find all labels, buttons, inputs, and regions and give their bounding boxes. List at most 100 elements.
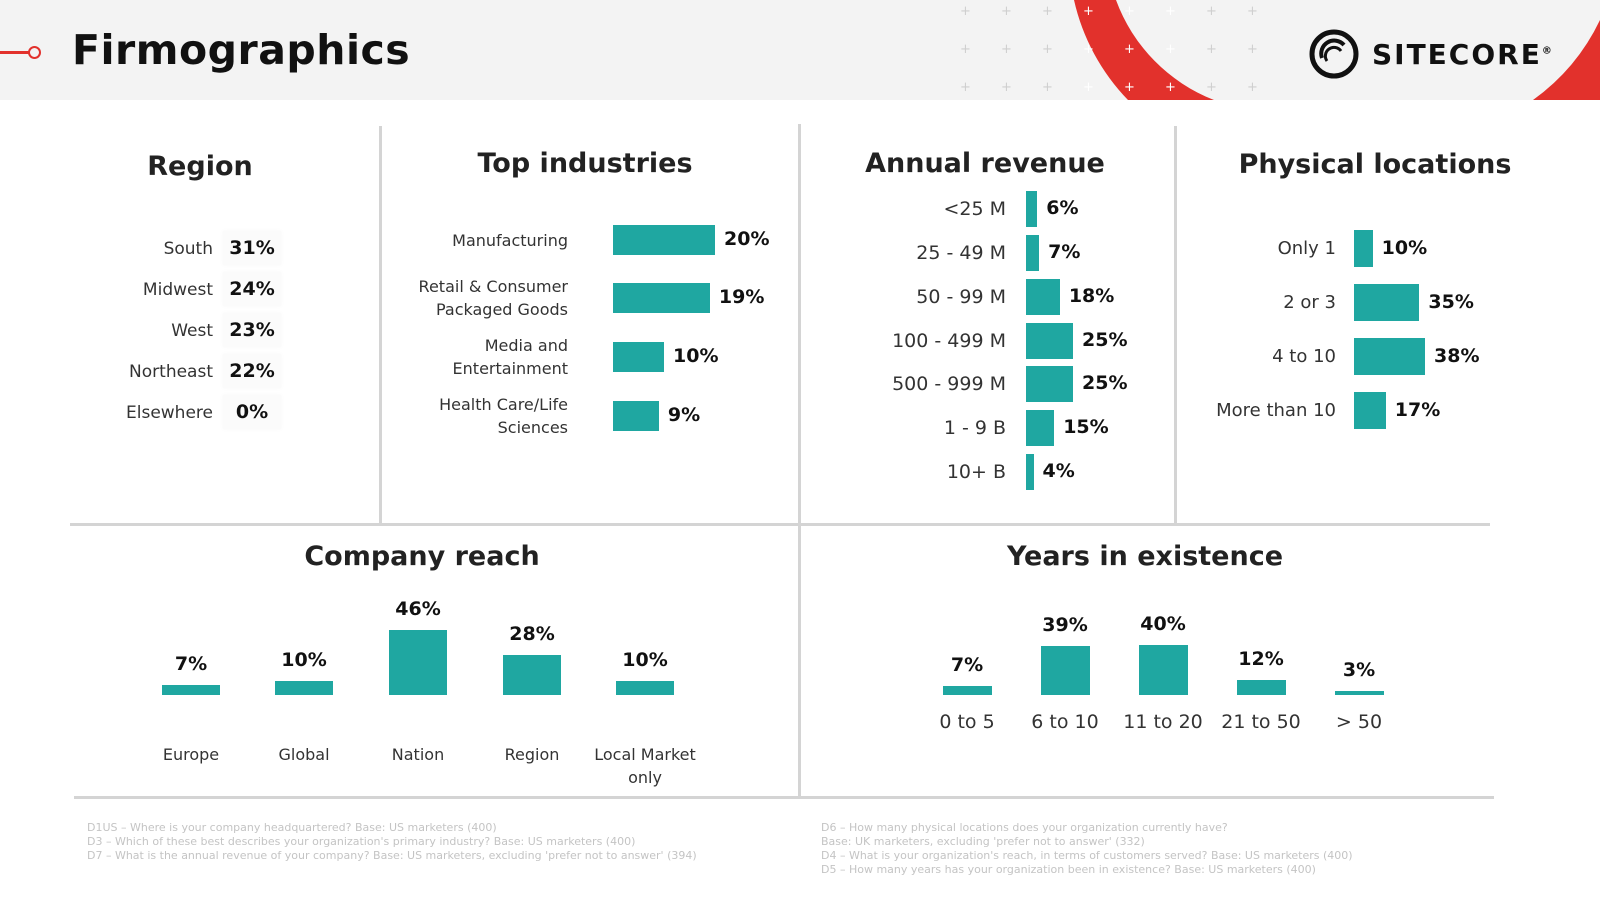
bar-value-label: 25%	[1082, 329, 1128, 351]
footnote: Base: UK marketers, excluding 'prefer no…	[821, 835, 1145, 848]
divider	[1174, 126, 1177, 526]
logo-wordmark: SITECORE®	[1372, 37, 1554, 71]
region-value: 0%	[223, 395, 281, 429]
sitecore-logo: SITECORE®	[1308, 28, 1554, 80]
industries-title: Top industries	[477, 148, 693, 179]
footnote: D1US – Where is your company headquarter…	[87, 821, 497, 834]
bar-category-label: Global	[278, 745, 330, 764]
footnotes-right: D6 – How many physical locations does yo…	[821, 821, 1353, 877]
bar-value-label: 38%	[1434, 344, 1480, 367]
bar-value-label: 18%	[1068, 285, 1115, 307]
divider	[798, 124, 801, 798]
plus-mark: +	[1247, 42, 1258, 57]
bar-value-label: 6%	[1046, 197, 1079, 219]
plus-mark: +	[1165, 4, 1176, 19]
region-value: 22%	[223, 354, 281, 388]
bar-value-label: 35%	[1428, 290, 1474, 313]
bar-category-label: 500 - 999 M	[892, 373, 1006, 395]
bar-category-label: Nation	[391, 745, 445, 764]
bar-category-label: Health Care/Life Sciences	[439, 395, 568, 437]
region-label: West	[171, 321, 213, 341]
bar-category-label: Media and Entertainment	[452, 336, 568, 378]
bar-category-label: Europe	[162, 745, 220, 764]
bar	[1026, 410, 1055, 446]
bar-value-label: 15%	[1063, 416, 1109, 438]
plus-mark: +	[1042, 4, 1053, 19]
plus-mark: +	[1247, 4, 1258, 19]
bar	[1354, 338, 1425, 375]
bar-category-label: 11 to 20	[1123, 711, 1203, 733]
bar-category-label: 0 to 5	[939, 711, 995, 733]
bar-category-label: > 50	[1335, 711, 1383, 733]
plus-mark: +	[1124, 4, 1135, 19]
reach-title: Company reach	[304, 541, 540, 572]
locations-title: Physical locations	[1238, 149, 1512, 180]
bar	[613, 225, 715, 255]
bar	[1236, 680, 1286, 695]
region-label: South	[163, 239, 213, 259]
footnote: D6 – How many physical locations does yo…	[821, 821, 1228, 834]
bar-category-label: Retail & Consumer Packaged Goods	[418, 277, 568, 319]
bar	[1026, 366, 1073, 402]
plus-mark: +	[960, 42, 971, 57]
bar-value-label: 17%	[1394, 398, 1441, 421]
bar	[162, 685, 220, 695]
page-title: Firmographics	[72, 26, 411, 74]
bar-value-label: 9%	[667, 404, 701, 426]
bar-value-label: 3%	[1342, 659, 1376, 682]
bar-category-label: More than 10	[1216, 399, 1336, 421]
footnote: D7 – What is the annual revenue of your …	[87, 849, 697, 862]
plus-mark: +	[1206, 4, 1217, 19]
bar-value-label: 46%	[395, 598, 441, 620]
bar-value-label: 39%	[1042, 614, 1088, 637]
bar-category-label: 6 to 10	[1031, 711, 1099, 733]
region-value: 31%	[223, 231, 281, 265]
plus-mark: +	[1165, 42, 1176, 57]
bar-value-label: 7%	[1048, 241, 1081, 263]
bar	[1138, 645, 1188, 695]
bar-category-label: 100 - 499 M	[892, 330, 1006, 352]
bar-value-label: 10%	[1381, 236, 1428, 259]
plus-mark: +	[1247, 80, 1258, 95]
bar	[1334, 691, 1384, 695]
bar-category-label: 1 - 9 B	[943, 417, 1006, 439]
divider	[74, 796, 1494, 799]
bar	[275, 680, 333, 695]
bar	[613, 401, 659, 431]
bar-category-label: Region	[504, 745, 560, 764]
bar	[1354, 392, 1386, 429]
bar-value-label: 40%	[1140, 613, 1186, 635]
accent-line	[0, 51, 30, 54]
plus-mark: +	[1001, 80, 1012, 95]
sitecore-logo-icon	[1309, 29, 1359, 79]
bar	[1026, 279, 1060, 315]
bar-category-label: 4 to 10	[1272, 345, 1336, 367]
accent-dot	[28, 46, 41, 59]
bar	[1026, 323, 1073, 359]
bar-category-label: Local Market only	[594, 745, 696, 787]
bar	[1040, 646, 1090, 695]
bar-value-label: 19%	[718, 286, 765, 308]
bar-value-label: 28%	[509, 623, 555, 646]
region-label: Northeast	[129, 362, 213, 382]
footnote: D4 – What is your organization's reach, …	[821, 849, 1353, 862]
plus-mark: +	[1124, 42, 1135, 57]
plus-mark: +	[960, 4, 971, 19]
bar-value-label: 10%	[622, 648, 668, 671]
bar-category-label: Manufacturing	[452, 230, 568, 250]
bar	[1026, 454, 1034, 490]
plus-mark: +	[960, 80, 971, 95]
plus-mark: +	[1042, 80, 1053, 95]
bar-category-label: 10+ B	[946, 461, 1006, 483]
bar-category-label: 2 or 3	[1283, 291, 1336, 313]
bar-value-label: 7%	[174, 653, 208, 676]
plus-mark: +	[1001, 42, 1012, 57]
years-title: Years in existence	[1006, 541, 1284, 572]
region-value: 23%	[223, 313, 281, 347]
bar	[613, 342, 664, 372]
plus-mark: +	[1165, 80, 1176, 95]
footnote: D5 – How many years has your organizatio…	[821, 863, 1316, 876]
divider	[70, 523, 1490, 526]
bar	[616, 680, 674, 695]
divider	[379, 126, 382, 526]
